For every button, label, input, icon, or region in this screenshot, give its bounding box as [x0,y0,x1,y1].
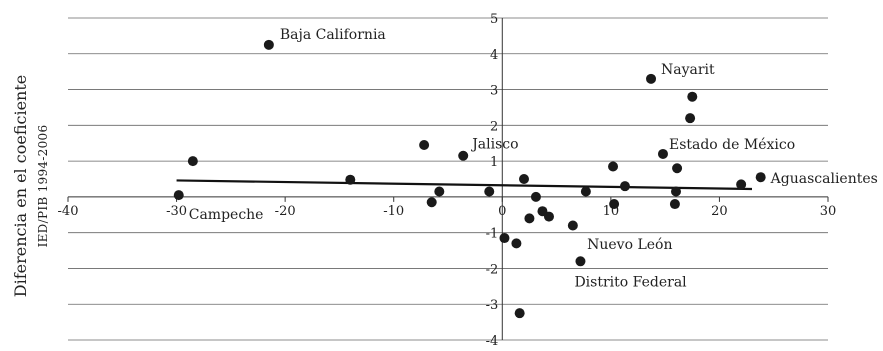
data-point [484,186,495,197]
data-point [671,186,681,197]
point-label: Aguascalientes [770,171,878,187]
x-tick-label: -40 [58,204,79,219]
point-label: Nayarit [661,62,715,78]
data-point [657,148,668,159]
point-label: Nuevo León [587,237,672,253]
data-point [173,190,184,201]
point-label: Estado de México [669,137,795,153]
data-point [426,197,437,208]
data-point [669,199,680,210]
y-tick-label: -1 [486,227,499,242]
data-point [672,163,683,174]
data-point [434,186,445,197]
data-point [685,113,696,124]
y-tick-label: 3 [490,84,498,99]
data-point [619,181,630,192]
data-point [575,256,586,267]
y-tick-label: -3 [486,298,499,313]
y-axis-label-line1: Diferencia en el coeficiente [11,75,30,297]
trendline-group [176,179,753,191]
y-tick-label: 5 [490,12,498,27]
data-point [608,161,619,172]
x-tick-label: 30 [820,204,837,219]
y-tick-label: 4 [490,48,498,63]
x-tick-label: 20 [711,204,728,219]
data-point [519,174,529,184]
data-point [458,150,469,161]
data-point [755,172,766,183]
data-point [263,39,274,50]
x-tick-label: -10 [383,204,404,219]
data-point [514,308,525,319]
data-point [345,174,356,185]
point-label: Distrito Federal [574,274,687,290]
y-tick-label: -2 [486,262,499,277]
point-label: Jalisco [470,137,518,153]
data-point [736,179,747,190]
x-tick-label: 0 [498,204,506,219]
y-axis-label-line2: IED/PIB 1994-2006 [36,125,50,248]
x-tick-label: -30 [166,204,187,219]
y-tick-label: 2 [490,119,498,134]
data-point [543,211,554,222]
data-point [530,191,541,202]
data-point [511,238,522,249]
data-point [567,220,578,231]
point-label: Campeche [189,207,264,223]
data-point [609,199,620,210]
data-point [187,156,198,167]
y-tick-label: -4 [486,334,499,349]
point-labels: Baja California Campeche Jalisco Distrito F… [189,27,878,290]
trendline [176,179,753,191]
data-point [646,73,657,84]
y-tick-label: 1 [490,155,498,170]
x-tick-label: -20 [275,204,296,219]
data-point [524,213,535,224]
data-point [580,186,591,197]
data-point [419,140,430,151]
data-point [499,233,510,244]
data-points [173,39,766,319]
data-point [687,91,698,102]
point-label: Baja California [280,27,386,43]
